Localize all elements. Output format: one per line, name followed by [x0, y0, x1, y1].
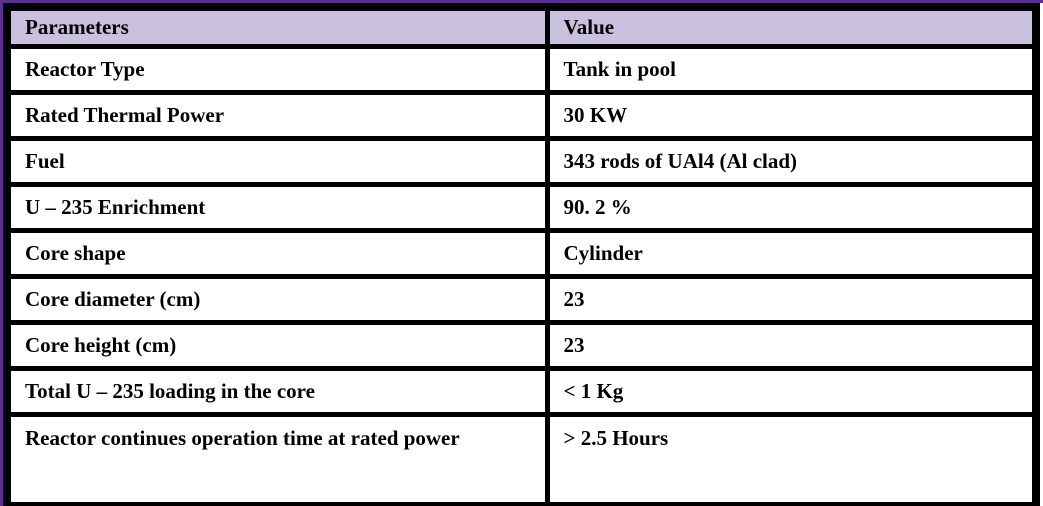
value-cell: 30 KW — [544, 90, 1039, 141]
parameter-cell: Reactor continues operation time at rate… — [4, 412, 550, 506]
value-cell: < 1 Kg — [544, 366, 1039, 417]
table-wrapper: Parameters Value Reactor Type Tank in po… — [3, 3, 1040, 506]
value-cell: Cylinder — [544, 228, 1039, 279]
parameter-cell: Total U – 235 loading in the core — [4, 366, 550, 417]
reactor-parameters-table: Parameters Value Reactor Type Tank in po… — [3, 3, 1040, 506]
parameter-cell: Core height (cm) — [4, 320, 550, 371]
value-cell: 90. 2 % — [544, 182, 1039, 233]
parameter-cell: Fuel — [4, 136, 550, 187]
column-header-parameters: Parameters — [4, 4, 550, 49]
value-cell: 23 — [544, 274, 1039, 325]
value-cell: > 2.5 Hours — [544, 412, 1039, 506]
parameter-cell: Core shape — [4, 228, 550, 279]
header-row: Parameters Value — [4, 4, 1039, 49]
table-row: U – 235 Enrichment 90. 2 % — [4, 182, 1039, 233]
column-header-value: Value — [544, 4, 1039, 49]
value-cell: 343 rods of UAl4 (Al clad) — [544, 136, 1039, 187]
parameter-cell: U – 235 Enrichment — [4, 182, 550, 233]
table-row: Rated Thermal Power 30 KW — [4, 90, 1039, 141]
table-row: Fuel 343 rods of UAl4 (Al clad) — [4, 136, 1039, 187]
table-row: Reactor continues operation time at rate… — [4, 412, 1039, 506]
table-row: Reactor Type Tank in pool — [4, 44, 1039, 95]
parameter-cell: Core diameter (cm) — [4, 274, 550, 325]
table-row: Core height (cm) 23 — [4, 320, 1039, 371]
table-row: Core diameter (cm) 23 — [4, 274, 1039, 325]
value-cell: Tank in pool — [544, 44, 1039, 95]
accent-stripe-top — [0, 0, 1043, 3]
accent-stripe-left — [0, 0, 3, 506]
value-cell: 23 — [544, 320, 1039, 371]
table-row: Total U – 235 loading in the core < 1 Kg — [4, 366, 1039, 417]
parameter-cell: Rated Thermal Power — [4, 90, 550, 141]
parameter-cell: Reactor Type — [4, 44, 550, 95]
table-row: Core shape Cylinder — [4, 228, 1039, 279]
